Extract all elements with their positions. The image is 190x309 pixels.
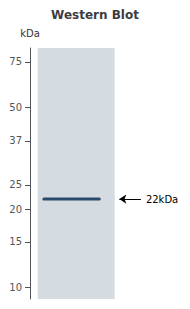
- svg-text:Western Blot: Western Blot: [51, 8, 139, 22]
- svg-text:37: 37: [9, 135, 22, 146]
- svg-text:25: 25: [9, 179, 22, 190]
- svg-text:20: 20: [9, 204, 22, 215]
- svg-text:10: 10: [9, 282, 22, 293]
- svg-text:50: 50: [9, 102, 22, 113]
- svg-text:15: 15: [9, 236, 22, 247]
- svg-text:22kDa: 22kDa: [146, 194, 178, 205]
- svg-text:kDa: kDa: [20, 28, 40, 39]
- svg-text:75: 75: [9, 56, 22, 67]
